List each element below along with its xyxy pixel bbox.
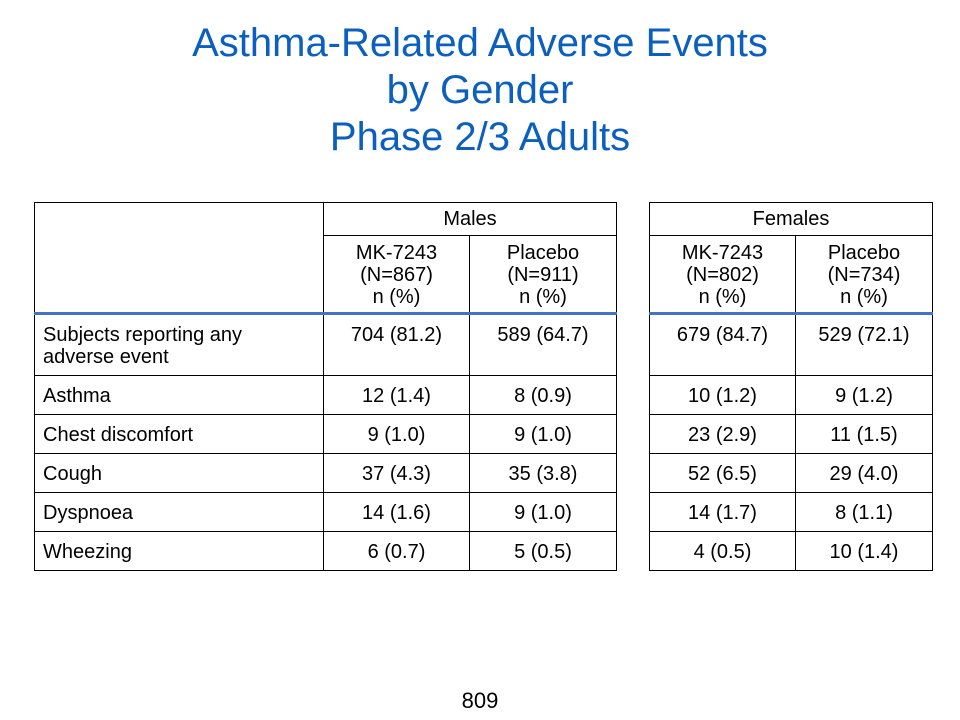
cell-value: 14 (1.6): [323, 492, 470, 532]
column-n: (N=802): [686, 264, 759, 286]
title-line-2: by Gender: [386, 68, 574, 112]
cell-value: 6 (0.7): [323, 531, 470, 571]
cell-value: 9 (1.2): [795, 375, 933, 415]
cell-value: 9 (1.0): [469, 414, 617, 454]
title-line-1: Asthma-Related Adverse Events: [192, 21, 768, 65]
column-drug: MK-7243: [355, 242, 438, 264]
row-label: Cough: [34, 453, 324, 493]
column-header: MK-7243 (N=867) n (%): [323, 235, 470, 314]
column-header: MK-7243 (N=802) n (%): [649, 235, 796, 314]
row-label: Subjects reporting any adverse event: [34, 312, 324, 376]
corner-cell: [34, 202, 324, 314]
column-drug: Placebo: [827, 242, 901, 264]
column-unit: n (%): [840, 286, 888, 308]
cell-value: 29 (4.0): [795, 453, 933, 493]
cell-value: 8 (1.1): [795, 492, 933, 532]
group-header-row: Males Females: [34, 202, 933, 314]
cell-value: 10 (1.4): [795, 531, 933, 571]
table-row: Dyspnoea 14 (1.6) 9 (1.0) 14 (1.7) 8 (1.…: [34, 492, 933, 532]
column-drug: MK-7243: [681, 242, 764, 264]
group-header-males: Males: [323, 202, 617, 236]
column-header: Placebo (N=911) n (%): [469, 235, 617, 314]
cell-value: 11 (1.5): [795, 414, 933, 454]
column-unit: n (%): [519, 286, 567, 308]
cell-value: 37 (4.3): [323, 453, 470, 493]
column-unit: n (%): [698, 286, 747, 308]
table-row: Cough 37 (4.3) 35 (3.8) 52 (6.5) 29 (4.0…: [34, 453, 933, 493]
column-n: (N=911): [507, 264, 579, 286]
row-label: Asthma: [34, 375, 324, 415]
cell-value: 10 (1.2): [649, 375, 796, 415]
cell-value: 52 (6.5): [649, 453, 796, 493]
table-row: Subjects reporting any adverse event 704…: [34, 312, 933, 376]
cell-value: 679 (84.7): [649, 312, 796, 376]
page-number: 809: [461, 688, 499, 713]
cell-value: 5 (0.5): [469, 531, 617, 571]
cell-value: 12 (1.4): [323, 375, 470, 415]
column-header-row: MK-7243 (N=867) n (%) Placebo (N=911) n …: [35, 235, 933, 314]
cell-value: 9 (1.0): [323, 414, 470, 454]
cell-value: 9 (1.0): [469, 492, 617, 532]
slide-title: Asthma-Related Adverse Events by Gender …: [0, 20, 960, 161]
column-n: (N=734): [827, 264, 901, 286]
title-line-3: Phase 2/3 Adults: [329, 115, 631, 159]
row-label: Chest discomfort: [34, 414, 324, 454]
column-n: (N=867): [360, 264, 433, 286]
row-label: Dyspnoea: [34, 492, 324, 532]
column-header: Placebo (N=734) n (%): [795, 235, 933, 314]
cell-value: 14 (1.7): [649, 492, 796, 532]
cell-value: 35 (3.8): [469, 453, 617, 493]
table-row: Chest discomfort 9 (1.0) 9 (1.0) 23 (2.9…: [34, 414, 933, 454]
table-row: Wheezing 6 (0.7) 5 (0.5) 4 (0.5) 10 (1.4…: [34, 531, 933, 571]
cell-value: 8 (0.9): [469, 375, 617, 415]
cell-value: 4 (0.5): [649, 531, 796, 571]
cell-value: 23 (2.9): [649, 414, 796, 454]
column-unit: n (%): [372, 286, 421, 308]
table-row: Asthma 12 (1.4) 8 (0.9) 10 (1.2) 9 (1.2): [34, 375, 933, 415]
cell-value: 529 (72.1): [795, 312, 933, 376]
cell-value: 589 (64.7): [469, 312, 617, 376]
group-header-females: Females: [649, 202, 933, 236]
cell-value: 704 (81.2): [323, 312, 470, 376]
row-label: Wheezing: [34, 531, 324, 571]
column-drug: Placebo: [506, 242, 580, 264]
adverse-events-table: Males Females MK-7243 (N=867) n (%) Plac…: [34, 202, 933, 571]
